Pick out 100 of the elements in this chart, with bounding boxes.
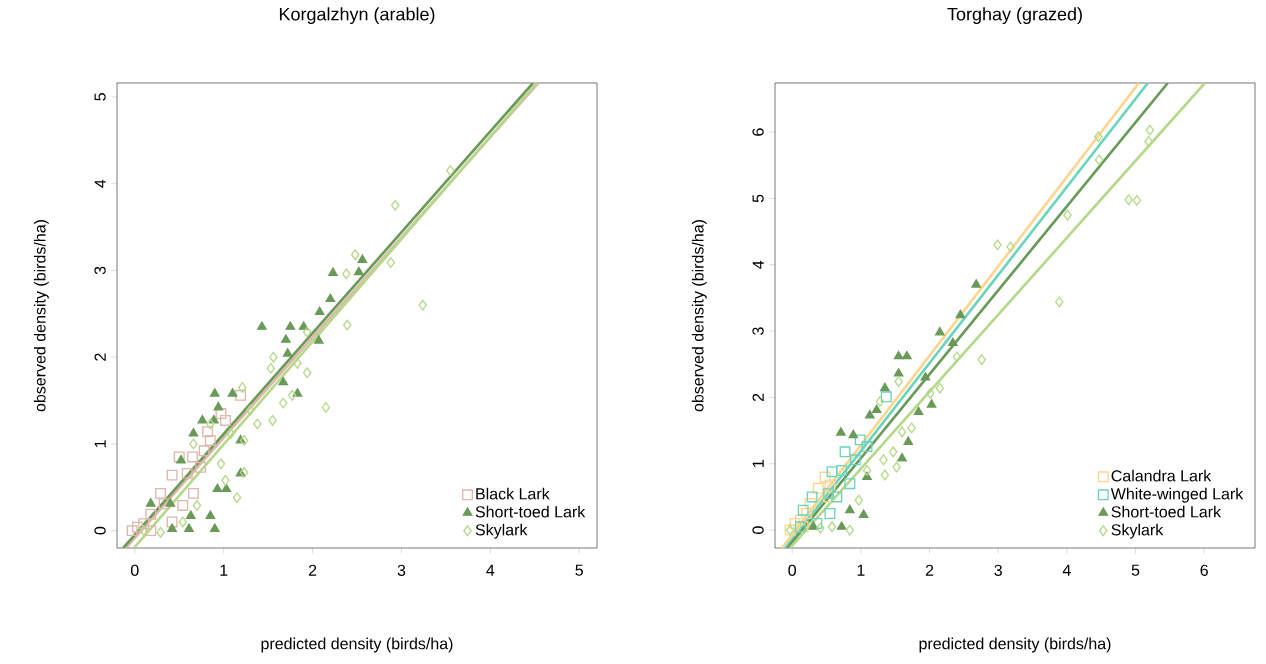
point xyxy=(219,415,231,426)
chart-title: Korgalzhyn (arable) xyxy=(279,7,435,25)
point xyxy=(278,397,288,409)
y-tick-label: 2 xyxy=(94,353,106,361)
x-axis-title: predicted density (birds/ha) xyxy=(261,637,453,653)
y-tick-label: 4 xyxy=(94,179,106,188)
point xyxy=(839,446,851,458)
y-tick-label: 6 xyxy=(752,128,764,136)
x-tick-label: 2 xyxy=(925,564,934,576)
point xyxy=(854,434,866,446)
point xyxy=(845,504,855,514)
point xyxy=(977,354,986,366)
point xyxy=(902,350,912,360)
point xyxy=(145,498,156,507)
point xyxy=(1094,131,1103,143)
point xyxy=(907,422,916,434)
point xyxy=(198,445,210,457)
chart-title: Torghay (grazed) xyxy=(947,7,1082,25)
point xyxy=(253,418,262,430)
point xyxy=(232,492,242,504)
point xyxy=(269,351,278,363)
point xyxy=(880,391,892,403)
point xyxy=(920,372,931,381)
point xyxy=(188,428,199,437)
point xyxy=(864,409,875,419)
point xyxy=(167,523,177,532)
x-tick-label: 2 xyxy=(308,564,317,576)
legend-label: Short-toed Lark xyxy=(475,505,586,518)
x-tick-label: 3 xyxy=(994,564,1002,576)
point xyxy=(897,426,907,438)
point xyxy=(282,348,293,357)
x-tick-label: 6 xyxy=(1200,564,1208,576)
point xyxy=(139,525,148,537)
point xyxy=(189,438,198,450)
point xyxy=(266,362,276,374)
point xyxy=(285,321,296,330)
point xyxy=(235,389,247,401)
point xyxy=(281,334,291,343)
point xyxy=(897,452,907,462)
point xyxy=(390,199,400,211)
point xyxy=(357,254,368,264)
point xyxy=(166,469,178,481)
point xyxy=(325,293,336,303)
point xyxy=(187,487,199,499)
point xyxy=(209,388,220,397)
point xyxy=(278,376,289,386)
point xyxy=(862,464,872,476)
point xyxy=(819,471,831,483)
point xyxy=(213,401,224,411)
point xyxy=(1094,154,1104,166)
point xyxy=(238,382,247,393)
point xyxy=(206,418,215,430)
x-tick-label: 5 xyxy=(575,564,583,576)
point xyxy=(812,482,824,494)
point xyxy=(287,389,297,401)
point xyxy=(1063,209,1072,221)
point xyxy=(184,523,194,532)
point xyxy=(131,521,143,533)
point xyxy=(1132,194,1142,206)
point xyxy=(204,434,216,446)
point xyxy=(827,521,837,533)
y-axis-title: observed density (birds/ha) xyxy=(33,220,49,412)
legend-label: White-winged Lark xyxy=(1110,487,1244,503)
point xyxy=(993,239,1002,251)
point xyxy=(849,454,861,466)
legend-label: Calandra Lark xyxy=(1111,469,1212,482)
point xyxy=(212,483,223,493)
point xyxy=(165,498,176,507)
point xyxy=(221,483,232,493)
point xyxy=(209,523,220,532)
point xyxy=(935,382,945,394)
point xyxy=(197,415,208,424)
point xyxy=(858,509,869,518)
point xyxy=(903,436,914,445)
point xyxy=(205,510,216,519)
point xyxy=(1055,296,1064,308)
x-tick-label: 3 xyxy=(397,564,406,576)
point xyxy=(836,427,846,436)
point xyxy=(328,267,338,277)
point xyxy=(342,268,351,280)
point xyxy=(177,500,189,511)
point xyxy=(246,404,255,416)
y-tick-label: 1 xyxy=(94,440,106,448)
point xyxy=(181,467,193,479)
point xyxy=(302,326,312,338)
point xyxy=(187,451,199,463)
point xyxy=(155,487,167,499)
x-tick-label: 4 xyxy=(1062,564,1071,576)
y-axis-title: observed density (birds/ha) xyxy=(691,220,707,412)
y-tick-label: 5 xyxy=(94,93,106,101)
point xyxy=(257,321,267,330)
point xyxy=(854,494,864,506)
point xyxy=(1124,194,1133,206)
point xyxy=(268,415,277,426)
point xyxy=(871,404,882,414)
point xyxy=(418,299,428,311)
point xyxy=(321,401,331,413)
point xyxy=(824,479,836,491)
point xyxy=(893,368,904,377)
y-tick-label: 3 xyxy=(94,266,106,275)
